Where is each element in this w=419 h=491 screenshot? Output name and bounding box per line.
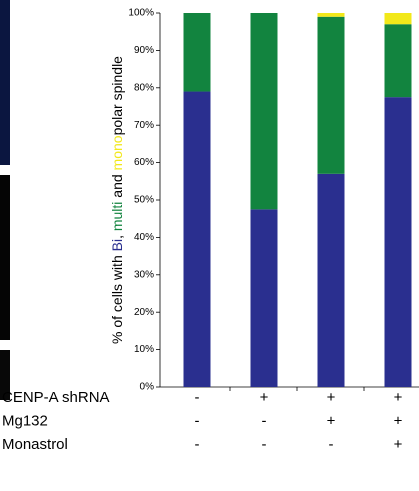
image-strip <box>0 0 10 165</box>
y-tick-label: 100% <box>128 8 154 19</box>
condition-sign: - <box>195 412 200 429</box>
condition-sign: - <box>329 436 334 453</box>
condition-label: Mg132 <box>2 412 48 429</box>
y-tick-label: 60% <box>134 157 154 168</box>
y-tick-label: 30% <box>134 269 154 280</box>
image-strip <box>0 175 10 340</box>
y-tick-label: 90% <box>134 45 154 56</box>
condition-sign: + <box>327 389 336 406</box>
y-axis-label: % of cells with Bi, multi and monopolar … <box>109 56 125 344</box>
y-tick-label: 40% <box>134 232 154 243</box>
y-tick-label: 70% <box>134 120 154 131</box>
condition-sign: + <box>327 412 336 429</box>
condition-sign: + <box>394 412 403 429</box>
condition-label: Monastrol <box>2 436 68 453</box>
y-tick-label: 20% <box>134 307 154 318</box>
bar-segment <box>250 13 278 210</box>
image-strip <box>0 350 10 400</box>
y-tick-label: 0% <box>140 382 155 393</box>
y-label-part: Bi <box>109 239 125 251</box>
condition-label: CENP-A shRNA <box>2 389 110 406</box>
y-label-part: polar spindle <box>109 56 125 136</box>
y-tick-label: 10% <box>134 344 154 355</box>
condition-sign: - <box>195 389 200 406</box>
condition-sign: + <box>260 389 269 406</box>
condition-sign: - <box>262 412 267 429</box>
bar-segment <box>317 173 345 387</box>
condition-sign: - <box>195 436 200 453</box>
bar-segment <box>384 97 412 388</box>
bar-segment <box>317 16 345 174</box>
y-tick-label: 80% <box>134 82 154 93</box>
bar-segment <box>183 91 211 387</box>
y-label-part: % of cells with <box>109 251 125 344</box>
y-tick-label: 50% <box>134 195 154 206</box>
y-label-part: , <box>109 231 125 239</box>
condition-sign: - <box>262 436 267 453</box>
bar-segment <box>250 209 278 387</box>
bar-segment <box>384 13 412 25</box>
bar-segment <box>183 13 211 92</box>
condition-sign: + <box>394 436 403 453</box>
bar-segment <box>384 24 412 98</box>
y-label-part: multi <box>109 202 125 232</box>
condition-sign: + <box>394 389 403 406</box>
y-label-part: mono <box>109 135 125 170</box>
y-label-part: and <box>109 170 125 201</box>
bar-segment <box>317 13 345 17</box>
